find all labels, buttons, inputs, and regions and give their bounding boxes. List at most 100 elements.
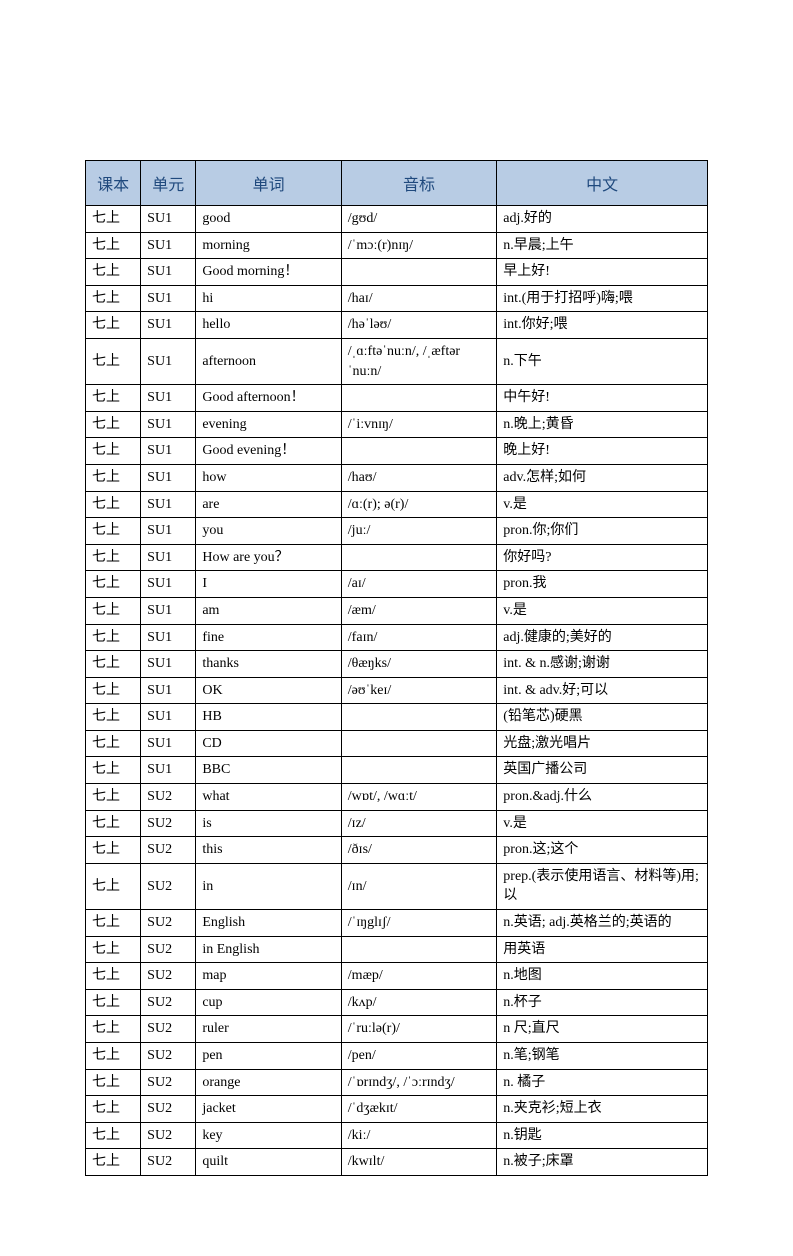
table-cell: /ɑː(r); ə(r)/ bbox=[341, 491, 497, 518]
table-cell: afternoon bbox=[196, 338, 341, 384]
table-cell: SU2 bbox=[141, 837, 196, 864]
table-cell: /ˈmɔː(r)nɪŋ/ bbox=[341, 232, 497, 259]
table-cell: n.笔;钢笔 bbox=[497, 1043, 708, 1070]
table-cell: v.是 bbox=[497, 491, 708, 518]
table-cell: /pen/ bbox=[341, 1043, 497, 1070]
col-header-chinese: 中文 bbox=[497, 161, 708, 206]
table-cell: 七上 bbox=[86, 544, 141, 571]
table-row: 七上SU2is/ɪz/v.是 bbox=[86, 810, 708, 837]
table-cell: SU2 bbox=[141, 1149, 196, 1176]
table-cell: 七上 bbox=[86, 438, 141, 465]
table-cell: 七上 bbox=[86, 810, 141, 837]
table-cell: /ˈɒrɪndʒ/, /ˈɔːrɪndʒ/ bbox=[341, 1069, 497, 1096]
table-row: 七上SU1fine/faɪn/adj.健康的;美好的 bbox=[86, 624, 708, 651]
table-cell: OK bbox=[196, 677, 341, 704]
table-cell: /haɪ/ bbox=[341, 285, 497, 312]
table-cell: SU1 bbox=[141, 232, 196, 259]
table-cell: n.钥匙 bbox=[497, 1122, 708, 1149]
table-cell: jacket bbox=[196, 1096, 341, 1123]
table-cell: 光盘;激光唱片 bbox=[497, 730, 708, 757]
table-cell: hi bbox=[196, 285, 341, 312]
table-row: 七上SU1am/æm/v.是 bbox=[86, 597, 708, 624]
table-row: 七上SU1you/juː/pron.你;你们 bbox=[86, 518, 708, 545]
table-cell: 七上 bbox=[86, 1149, 141, 1176]
table-cell: 七上 bbox=[86, 285, 141, 312]
table-row: 七上SU2in/ɪn/prep.(表示使用语言、材料等)用;以 bbox=[86, 863, 708, 909]
table-row: 七上SU2in English用英语 bbox=[86, 936, 708, 963]
table-cell: n.杯子 bbox=[497, 989, 708, 1016]
table-row: 七上SU2key/kiː/n.钥匙 bbox=[86, 1122, 708, 1149]
table-cell: SU1 bbox=[141, 597, 196, 624]
table-cell: 七上 bbox=[86, 206, 141, 233]
table-cell: 七上 bbox=[86, 1043, 141, 1070]
table-cell: n.被子;床罩 bbox=[497, 1149, 708, 1176]
table-cell: /kʌp/ bbox=[341, 989, 497, 1016]
table-cell: n.夹克衫;短上衣 bbox=[497, 1096, 708, 1123]
table-cell: 七上 bbox=[86, 232, 141, 259]
table-cell: (铅笔芯)硬黑 bbox=[497, 704, 708, 731]
table-cell: SU1 bbox=[141, 385, 196, 412]
table-cell: SU1 bbox=[141, 757, 196, 784]
table-cell: pen bbox=[196, 1043, 341, 1070]
table-cell: SU1 bbox=[141, 338, 196, 384]
table-cell: /aɪ/ bbox=[341, 571, 497, 598]
table-cell: /haʊ/ bbox=[341, 464, 497, 491]
table-cell: 七上 bbox=[86, 1016, 141, 1043]
table-cell: 七上 bbox=[86, 757, 141, 784]
table-cell: 英国广播公司 bbox=[497, 757, 708, 784]
table-cell: 七上 bbox=[86, 677, 141, 704]
table-cell: cup bbox=[196, 989, 341, 1016]
table-cell: v.是 bbox=[497, 597, 708, 624]
col-header-unit: 单元 bbox=[141, 161, 196, 206]
table-cell: /həˈləʊ/ bbox=[341, 312, 497, 339]
table-cell: /ˈɪŋglɪʃ/ bbox=[341, 910, 497, 937]
table-cell: how bbox=[196, 464, 341, 491]
table-cell: n.晚上;黄昏 bbox=[497, 411, 708, 438]
table-row: 七上SU1HB(铅笔芯)硬黑 bbox=[86, 704, 708, 731]
table-cell: /əʊˈkeɪ/ bbox=[341, 677, 497, 704]
table-cell: /kiː/ bbox=[341, 1122, 497, 1149]
table-cell: SU1 bbox=[141, 438, 196, 465]
table-cell: morning bbox=[196, 232, 341, 259]
table-cell: /θæŋks/ bbox=[341, 651, 497, 678]
table-cell bbox=[341, 730, 497, 757]
table-cell: SU2 bbox=[141, 784, 196, 811]
table-cell: SU1 bbox=[141, 491, 196, 518]
table-cell: quilt bbox=[196, 1149, 341, 1176]
table-cell: 七上 bbox=[86, 704, 141, 731]
table-header-row: 课本 单元 单词 音标 中文 bbox=[86, 161, 708, 206]
table-row: 七上SU2quilt/kwɪlt/n.被子;床罩 bbox=[86, 1149, 708, 1176]
col-header-word: 单词 bbox=[196, 161, 341, 206]
table-cell: pron.你;你们 bbox=[497, 518, 708, 545]
table-cell: 用英语 bbox=[497, 936, 708, 963]
table-cell: 七上 bbox=[86, 624, 141, 651]
table-cell: SU1 bbox=[141, 464, 196, 491]
table-row: 七上SU1Good morning！早上好! bbox=[86, 259, 708, 286]
table-cell: in bbox=[196, 863, 341, 909]
table-row: 七上SU2English/ˈɪŋglɪʃ/n.英语; adj.英格兰的;英语的 bbox=[86, 910, 708, 937]
table-cell: int.你好;喂 bbox=[497, 312, 708, 339]
table-cell: /ɪz/ bbox=[341, 810, 497, 837]
table-cell: int. & adv.好;可以 bbox=[497, 677, 708, 704]
table-cell: HB bbox=[196, 704, 341, 731]
table-cell: SU2 bbox=[141, 1016, 196, 1043]
table-cell: pron.我 bbox=[497, 571, 708, 598]
document-page: 课本 单元 单词 音标 中文 七上SU1good/gʊd/adj.好的七上SU1… bbox=[0, 0, 793, 1256]
table-cell: /gʊd/ bbox=[341, 206, 497, 233]
table-cell: English bbox=[196, 910, 341, 937]
table-cell: SU1 bbox=[141, 206, 196, 233]
table-cell: Good morning！ bbox=[196, 259, 341, 286]
table-cell: good bbox=[196, 206, 341, 233]
table-cell: SU1 bbox=[141, 518, 196, 545]
table-cell: SU1 bbox=[141, 259, 196, 286]
table-cell: 七上 bbox=[86, 411, 141, 438]
table-cell: SU1 bbox=[141, 571, 196, 598]
table-cell: in English bbox=[196, 936, 341, 963]
table-cell: n.早晨;上午 bbox=[497, 232, 708, 259]
table-body: 七上SU1good/gʊd/adj.好的七上SU1morning/ˈmɔː(r)… bbox=[86, 206, 708, 1176]
table-cell: /juː/ bbox=[341, 518, 497, 545]
table-cell: 七上 bbox=[86, 837, 141, 864]
table-cell: SU2 bbox=[141, 963, 196, 990]
table-cell bbox=[341, 704, 497, 731]
table-cell: 七上 bbox=[86, 863, 141, 909]
